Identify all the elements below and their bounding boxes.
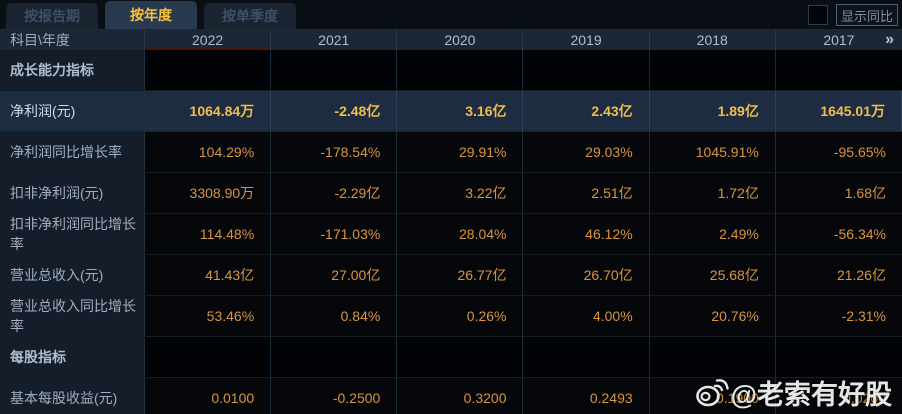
cell-value: 1645.01万: [775, 91, 902, 131]
cell-value: 27.00亿: [271, 255, 398, 295]
row-label: 每股指标: [0, 337, 145, 377]
cell-value: 3.22亿: [397, 173, 524, 213]
row-label: 扣非净利润同比增长率: [0, 214, 145, 254]
cell-value: 3308.90万: [145, 173, 272, 213]
cell-value: 1045.91%: [649, 132, 776, 172]
show-yoy-checkbox[interactable]: [808, 5, 828, 25]
table-header-row: 科目\年度 2022 2021 2020 2019 2018 2017 »: [0, 30, 902, 50]
table-row[interactable]: 营业总收入同比增长率 53.46% 0.84% 0.26% 4.00% 20.76% -2.…: [0, 296, 902, 337]
cell-value: 0.26%: [397, 296, 524, 336]
cell-value: [649, 337, 776, 377]
cell-value: 2.43亿: [523, 91, 650, 131]
cell-value: 114.48%: [145, 214, 272, 254]
cell-value: [523, 337, 650, 377]
cell-value: 25.68亿: [649, 255, 776, 295]
row-label: 营业总收入同比增长率: [0, 296, 145, 336]
cell-value: [397, 50, 524, 90]
table-row[interactable]: 营业总收入(元) 41.43亿 27.00亿 26.77亿 26.70亿 25.68亿 21…: [0, 255, 902, 296]
table-row[interactable]: 扣非净利润(元) 3308.90万 -2.29亿 3.22亿 2.51亿 1.72亿 1.6…: [0, 173, 902, 214]
section-row[interactable]: 成长能力指标: [0, 50, 902, 91]
cell-value: 29.03%: [523, 132, 650, 172]
cell-value: 104.29%: [145, 132, 272, 172]
cell-value: -171.03%: [271, 214, 398, 254]
row-label: 扣非净利润(元): [0, 173, 145, 213]
table-row[interactable]: 净利润(元) 1064.84万 -2.48亿 3.16亿 2.43亿 1.89亿 1645.…: [0, 91, 902, 132]
year-header-2021[interactable]: 2021: [271, 30, 398, 50]
row-label: 基本每股收益(元): [0, 378, 145, 414]
cell-value: [649, 50, 776, 90]
financial-table: 科目\年度 2022 2021 2020 2019 2018 2017 » 成长…: [0, 30, 902, 414]
year-header-label: 2017: [823, 32, 855, 48]
cell-value: -95.65%: [775, 132, 902, 172]
tab-single-quarter[interactable]: 按单季度: [204, 3, 296, 29]
cell-value: -178.54%: [271, 132, 398, 172]
cell-value: [523, 50, 650, 90]
cell-value: 26.77亿: [397, 255, 524, 295]
year-header-2020[interactable]: 2020: [397, 30, 524, 50]
cell-value: 53.46%: [145, 296, 272, 336]
row-label: 成长能力指标: [0, 50, 145, 90]
show-yoy-button[interactable]: 显示同比: [836, 4, 898, 26]
cell-value: -2.48亿: [271, 91, 398, 131]
cell-value: 0.84%: [271, 296, 398, 336]
tab-yearly[interactable]: 按年度: [105, 1, 197, 29]
cell-value: 4.00%: [523, 296, 650, 336]
cell-value: 20.76%: [649, 296, 776, 336]
cell-value: 1064.84万: [145, 91, 272, 131]
cell-value: 0.0100: [145, 378, 272, 414]
corner-header: 科目\年度: [0, 30, 145, 50]
cell-value: 1.72亿: [649, 173, 776, 213]
cell-value: 0.3200: [397, 378, 524, 414]
year-header-2017[interactable]: 2017 »: [776, 30, 902, 50]
cell-value: [397, 337, 524, 377]
section-row[interactable]: 每股指标: [0, 337, 902, 378]
cell-value: 21.26亿: [775, 255, 902, 295]
cell-value: -2.31%: [775, 296, 902, 336]
year-header-2019[interactable]: 2019: [523, 30, 650, 50]
cell-value: [775, 337, 902, 377]
row-label: 净利润(元): [0, 91, 145, 131]
more-years-icon[interactable]: »: [885, 31, 894, 48]
cell-value: 2.51亿: [523, 173, 650, 213]
cell-value: -2.29亿: [271, 173, 398, 213]
cell-value: 3.16亿: [397, 91, 524, 131]
year-header-2022[interactable]: 2022: [145, 30, 272, 50]
cell-value: 26.70亿: [523, 255, 650, 295]
cell-value: -0.2500: [271, 378, 398, 414]
row-label: 营业总收入(元): [0, 255, 145, 295]
table-row[interactable]: 扣非净利润同比增长率 114.48% -171.03% 28.04% 46.12% 2.4…: [0, 214, 902, 255]
cell-value: 0.0200: [775, 378, 902, 414]
cell-value: 2.49%: [649, 214, 776, 254]
cell-value: 0.1900: [649, 378, 776, 414]
cell-value: 1.68亿: [775, 173, 902, 213]
cell-value: [145, 50, 272, 90]
cell-value: 41.43亿: [145, 255, 272, 295]
year-header-2018[interactable]: 2018: [650, 30, 776, 50]
cell-value: 1.89亿: [649, 91, 776, 131]
table-row[interactable]: 基本每股收益(元) 0.0100 -0.2500 0.3200 0.2493 0.1900…: [0, 378, 902, 414]
period-tabbar: 按报告期 按年度 按单季度 显示同比: [0, 0, 902, 30]
cell-value: -56.34%: [775, 214, 902, 254]
cell-value: 46.12%: [523, 214, 650, 254]
cell-value: [145, 337, 272, 377]
cell-value: 0.2493: [523, 378, 650, 414]
cell-value: 29.91%: [397, 132, 524, 172]
table-body: 成长能力指标 净利润(元) 1064.84万 -2.48亿 3.16亿 2.43亿 1.89…: [0, 50, 902, 414]
cell-value: [775, 50, 902, 90]
row-label: 净利润同比增长率: [0, 132, 145, 172]
cell-value: [271, 337, 398, 377]
cell-value: [271, 50, 398, 90]
table-row[interactable]: 净利润同比增长率 104.29% -178.54% 29.91% 29.03% 1045.…: [0, 132, 902, 173]
cell-value: 28.04%: [397, 214, 524, 254]
tab-report-period[interactable]: 按报告期: [6, 3, 98, 29]
